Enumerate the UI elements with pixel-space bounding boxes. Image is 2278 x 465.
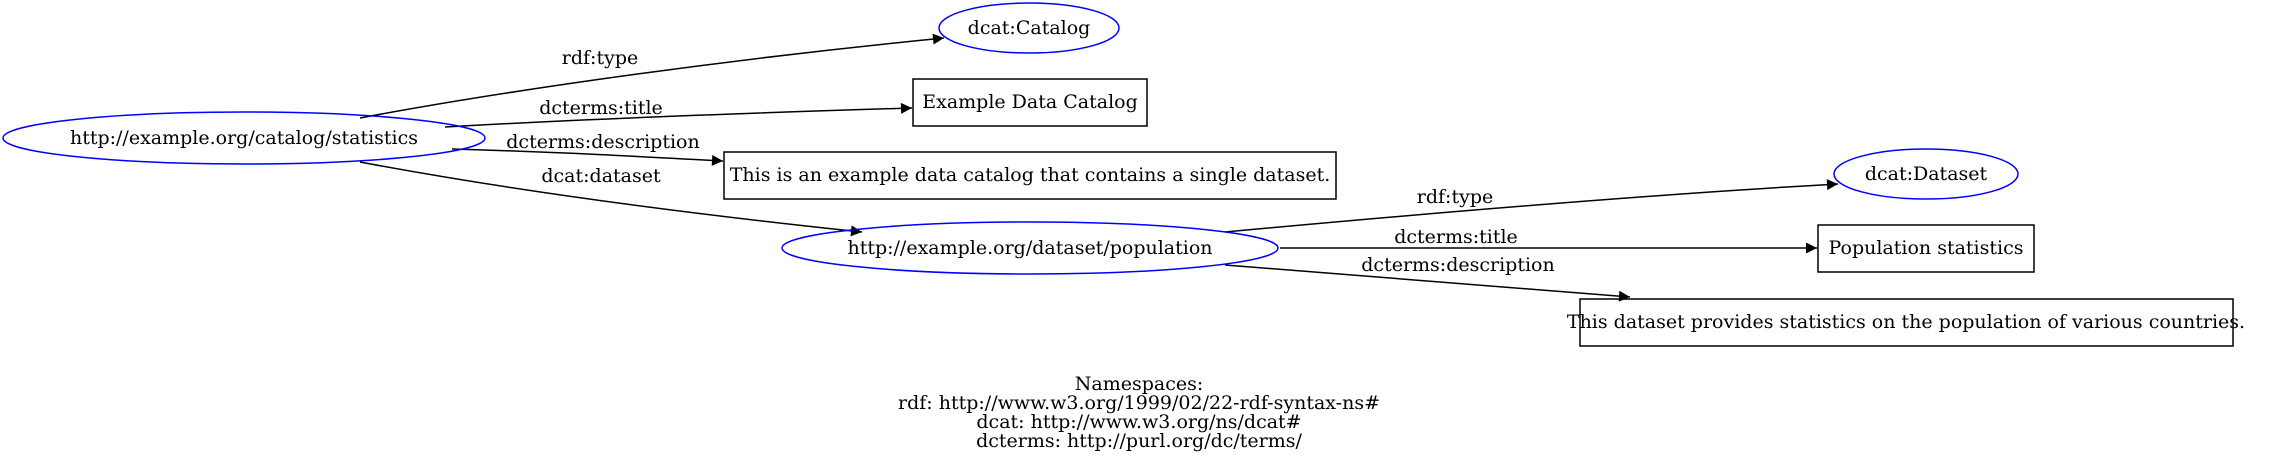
node-dataset-description-label: This dataset provides statistics on the … bbox=[1567, 311, 2245, 333]
node-catalog-type-shape bbox=[938, 2, 1120, 54]
node-dataset-shape bbox=[781, 221, 1279, 275]
node-dataset-title-label: Population statistics bbox=[1829, 237, 2024, 259]
edge-label-catalog-description: dcterms:description bbox=[506, 131, 699, 153]
edge-label-catalog-dataset: dcat:dataset bbox=[541, 165, 661, 187]
node-dataset-type: dcat:Dataset bbox=[1833, 148, 2019, 200]
node-dataset-title-box bbox=[1817, 224, 2035, 273]
node-dataset-title: Population statistics bbox=[1817, 224, 2035, 273]
node-dataset-description: This dataset provides statistics on the … bbox=[1567, 298, 2245, 347]
node-dataset-label: http://example.org/dataset/population bbox=[847, 237, 1212, 259]
edge-dataset-type bbox=[1224, 179, 1839, 233]
namespaces-heading: Namespaces: bbox=[1075, 373, 1204, 395]
edge-label-catalog-title: dcterms:title bbox=[539, 97, 663, 119]
node-catalog: http://example.org/catalog/statistics bbox=[2, 111, 486, 165]
edge-catalog-type bbox=[359, 33, 945, 119]
node-catalog-type-label: dcat:Catalog bbox=[968, 17, 1091, 39]
namespaces-legend: Namespaces: rdf: http://www.w3.org/1999/… bbox=[898, 373, 1380, 452]
node-catalog-description-label: This is an example data catalog that con… bbox=[730, 164, 1331, 186]
edge-label-dataset-title: dcterms:title bbox=[1394, 226, 1518, 248]
node-dataset-description-box bbox=[1579, 298, 2234, 347]
edge-dataset-description bbox=[1224, 264, 1631, 302]
edges bbox=[359, 33, 1839, 302]
node-catalog-title-box bbox=[912, 78, 1148, 127]
namespace-dcterms: dcterms: http://purl.org/dc/terms/ bbox=[976, 430, 1302, 452]
node-catalog-description-box bbox=[723, 151, 1337, 200]
node-dataset-type-shape bbox=[1833, 148, 2019, 200]
namespace-dcat: dcat: http://www.w3.org/ns/dcat# bbox=[976, 411, 1301, 433]
node-catalog-title: Example Data Catalog bbox=[912, 78, 1148, 127]
node-catalog-shape bbox=[2, 111, 486, 165]
node-dataset-type-label: dcat:Dataset bbox=[1865, 163, 1988, 185]
edge-catalog-dataset bbox=[359, 161, 863, 237]
edge-catalog-title bbox=[444, 102, 913, 128]
node-catalog-type: dcat:Catalog bbox=[938, 2, 1120, 54]
node-catalog-description: This is an example data catalog that con… bbox=[723, 151, 1337, 200]
edge-catalog-description bbox=[451, 148, 724, 166]
edge-label-dataset-description: dcterms:description bbox=[1361, 254, 1554, 276]
edge-label-catalog-type: rdf:type bbox=[562, 47, 638, 69]
node-catalog-label: http://example.org/catalog/statistics bbox=[70, 127, 418, 149]
namespace-rdf: rdf: http://www.w3.org/1999/02/22-rdf-sy… bbox=[898, 392, 1380, 414]
edge-label-dataset-type: rdf:type bbox=[1417, 186, 1493, 208]
node-dataset: http://example.org/dataset/population bbox=[781, 221, 1279, 275]
edge-labels: rdf:type dcterms:title dcterms:descripti… bbox=[506, 47, 1554, 276]
node-catalog-title-label: Example Data Catalog bbox=[922, 91, 1138, 113]
